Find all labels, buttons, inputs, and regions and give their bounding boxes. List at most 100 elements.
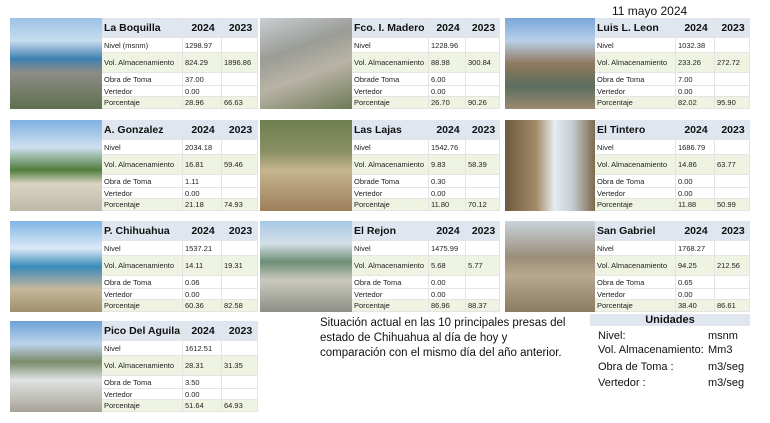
value-cell: 11.80 [429, 199, 466, 211]
value-cell: 0.65 [676, 276, 715, 289]
row-label: Vertedor [102, 389, 183, 400]
value-cell: 95.90 [715, 97, 750, 109]
dam-name: P. Chihuahua [102, 221, 183, 241]
year-header: 2023 [222, 321, 258, 341]
row-label: Vertedor [102, 188, 183, 199]
value-cell: 1.11 [183, 175, 222, 188]
row-label: Porcentaje [102, 97, 183, 109]
unit-label: Vol. Almacenamiento: [598, 344, 704, 356]
value-cell: 5.68 [429, 256, 466, 276]
row-label: Nivel (msnm) [102, 38, 183, 53]
value-cell: 28.96 [183, 97, 222, 109]
value-cell: 1032.38 [676, 38, 715, 53]
row-label: Nivel [595, 38, 676, 53]
value-cell [222, 276, 258, 289]
value-cell: 0.00 [429, 289, 466, 300]
value-cell: 82.58 [222, 300, 258, 312]
value-cell: 28.31 [183, 356, 222, 376]
row-label: Obra de Toma [595, 73, 676, 86]
value-cell: 272.72 [715, 53, 750, 73]
value-cell: 1612.51 [183, 341, 222, 356]
row-label: Porcentaje [595, 300, 676, 312]
year-header: 2024 [676, 18, 715, 38]
value-cell: 88.98 [429, 53, 466, 73]
unit-value: msnm [708, 330, 738, 342]
dam-photo [10, 18, 102, 109]
row-label: Nivel [595, 140, 676, 155]
row-label: Vol. Almacenamiento [595, 256, 676, 276]
value-cell: 824.29 [183, 53, 222, 73]
value-cell: 64.93 [222, 400, 258, 412]
value-cell [222, 289, 258, 300]
value-cell: 82.02 [676, 97, 715, 109]
dam-photo [505, 18, 595, 109]
year-header: 2023 [715, 120, 750, 140]
value-cell: 70.12 [466, 199, 500, 211]
unit-label: Vertedor : [598, 377, 646, 389]
value-cell: 0.30 [429, 175, 466, 188]
value-cell [715, 175, 750, 188]
dam-name: El Tintero [595, 120, 676, 140]
value-cell [715, 188, 750, 199]
row-label: Obra de Toma [102, 276, 183, 289]
value-cell: 19.31 [222, 256, 258, 276]
value-cell: 0.00 [676, 175, 715, 188]
value-cell: 0.00 [183, 289, 222, 300]
row-label: Nivel [352, 241, 429, 256]
row-label: Nivel [595, 241, 676, 256]
row-label: Porcentaje [595, 199, 676, 211]
unit-value: m3/seg [708, 361, 745, 373]
value-cell [466, 86, 500, 97]
value-cell: 21.18 [183, 199, 222, 211]
value-cell: 0.06 [183, 276, 222, 289]
row-label: Nivel [102, 140, 183, 155]
row-label: Vertedor [352, 86, 429, 97]
row-label: Vol. Almacenamiento [352, 155, 429, 175]
value-cell: 14.86 [676, 155, 715, 175]
row-label: Vol. Almacenamiento [595, 53, 676, 73]
dam-photo [10, 321, 102, 412]
value-cell: 86.96 [429, 300, 466, 312]
value-cell [466, 188, 500, 199]
dam-name: San Gabriel [595, 221, 676, 241]
value-cell: 88.37 [466, 300, 500, 312]
year-header: 2023 [466, 120, 500, 140]
value-cell [715, 140, 750, 155]
year-header: 2024 [429, 18, 466, 38]
year-header: 2023 [466, 221, 500, 241]
value-cell: 0.00 [429, 276, 466, 289]
value-cell [222, 188, 258, 199]
row-label: Vol. Almacenamiento [352, 256, 429, 276]
row-label: Vol. Almacenamiento [102, 356, 183, 376]
value-cell: 86.61 [715, 300, 750, 312]
dam-photo [505, 221, 595, 312]
value-cell: 233.26 [676, 53, 715, 73]
row-label: Vertedor [102, 289, 183, 300]
row-label: Porcentaje [102, 400, 183, 412]
row-label: Obra de Toma [595, 276, 676, 289]
caption: Situación actual en las 10 principales p… [320, 317, 566, 359]
row-label: Nivel [352, 140, 429, 155]
value-cell [466, 140, 500, 155]
value-cell: 0.00 [676, 86, 715, 97]
value-cell: 0.00 [183, 389, 222, 400]
date: 11 mayo 2024 [612, 4, 688, 18]
value-cell [466, 276, 500, 289]
value-cell: 37.00 [183, 73, 222, 86]
value-cell: 1298.97 [183, 38, 222, 53]
value-cell [715, 289, 750, 300]
value-cell: 0.00 [676, 289, 715, 300]
year-header: 2023 [466, 18, 500, 38]
value-cell [222, 341, 258, 356]
row-label: Obra de Toma [595, 175, 676, 188]
value-cell: 9.83 [429, 155, 466, 175]
value-cell: 0.00 [183, 188, 222, 199]
value-cell [466, 73, 500, 86]
value-cell: 0.00 [183, 86, 222, 97]
dam-name: Las Lajas [352, 120, 429, 140]
value-cell: 5.77 [466, 256, 500, 276]
value-cell [466, 289, 500, 300]
value-cell [715, 38, 750, 53]
year-header: 2024 [676, 221, 715, 241]
value-cell: 0.00 [676, 188, 715, 199]
